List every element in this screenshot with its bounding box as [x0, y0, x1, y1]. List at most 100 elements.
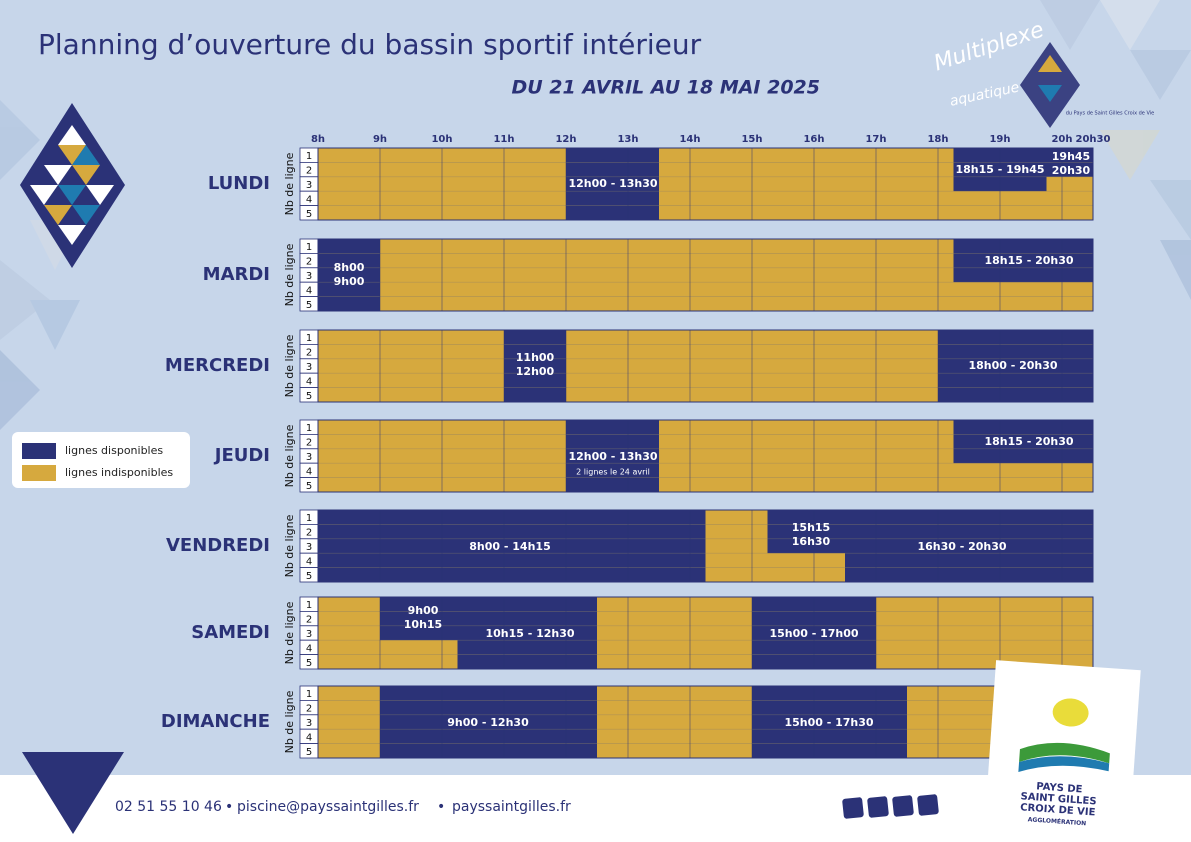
line-number: 1	[306, 600, 312, 611]
separator: •	[437, 799, 445, 815]
line-axis-label: Nb de ligne	[283, 152, 296, 215]
line-number: 1	[306, 333, 312, 344]
line-number: 3	[306, 180, 312, 191]
legend-swatch	[22, 465, 56, 481]
hour-label: 14h	[679, 134, 700, 145]
line-number: 2	[306, 348, 312, 359]
day-name: SAMEDI	[191, 622, 270, 643]
day-row: JEUDI Nb de ligne 1 2 3 4 5 12h00 - 13h30 2 lign…	[213, 419, 1094, 493]
hour-label: 18h	[927, 134, 948, 145]
email: piscine@payssaintgilles.fr	[237, 799, 419, 815]
line-number: 2	[306, 257, 312, 268]
facebook-icon[interactable]	[867, 796, 889, 818]
hour-label: 20h30	[1076, 134, 1111, 145]
line-number: 5	[306, 391, 312, 402]
slot-label: 19h45	[1052, 150, 1090, 163]
slot-label: 18h15 - 20h30	[984, 435, 1073, 448]
day-row: DIMANCHE Nb de ligne 1 2 3 4 5 9h00 - 12h30 15h0…	[161, 685, 1094, 759]
hour-label: 19h	[989, 134, 1010, 145]
available-block	[752, 686, 907, 758]
line-number: 2	[306, 615, 312, 626]
available-block	[318, 239, 380, 311]
line-number: 5	[306, 300, 312, 311]
hour-label: 17h	[865, 134, 886, 145]
day-border	[317, 238, 1094, 312]
slot-label: 15h00 - 17h30	[784, 716, 873, 729]
phone: 02 51 55 10 46	[115, 799, 222, 815]
slot-label: 8h00	[334, 261, 365, 274]
youtube-icon[interactable]	[842, 797, 864, 819]
line-axis-label: Nb de ligne	[283, 514, 296, 577]
instagram-icon[interactable]	[917, 794, 939, 816]
line-number: 2	[306, 438, 312, 449]
available-block	[457, 597, 597, 669]
line-number: 5	[306, 571, 312, 582]
available-block	[566, 148, 659, 220]
line-number: 4	[306, 643, 312, 654]
available-block	[845, 510, 1093, 582]
line-number: 3	[306, 718, 312, 729]
day-name: VENDREDI	[166, 535, 270, 556]
logo-wave	[1019, 742, 1110, 764]
available-block	[566, 420, 659, 492]
line-number: 5	[306, 747, 312, 758]
legend-swatch	[22, 443, 56, 459]
slot-label: 16h30 - 20h30	[917, 540, 1006, 553]
logo-sun	[1052, 698, 1089, 727]
line-axis-label: Nb de ligne	[283, 601, 296, 664]
line-axis-label: Nb de ligne	[283, 690, 296, 753]
hour-label: 10h	[431, 134, 452, 145]
available-block	[953, 420, 1093, 464]
separator: •	[225, 799, 233, 815]
agglo-name: PAYS DE	[1036, 781, 1083, 795]
hour-label: 12h	[555, 134, 576, 145]
slot-label: 18h15 - 20h30	[984, 254, 1073, 267]
line-axis-label: Nb de ligne	[283, 243, 296, 306]
line-number: 5	[306, 658, 312, 669]
multiplexe-sub: du Pays de Saint Gilles Croix de Vie	[1066, 111, 1155, 117]
legend-label: lignes indisponibles	[65, 466, 173, 479]
subtitle: DU 21 AVRIL AU 18 MAI 2025	[511, 77, 820, 99]
available-block	[938, 330, 1093, 402]
footer-contacts: 02 51 55 10 46 • piscine@payssaintgilles…	[115, 799, 571, 815]
hour-label: 8h	[311, 134, 325, 145]
logo-wave	[1018, 756, 1110, 773]
slot-label: 9h00 - 12h30	[447, 716, 529, 729]
hour-label: 13h	[617, 134, 638, 145]
line-number: 2	[306, 166, 312, 177]
social-icons	[842, 794, 939, 819]
day-name: MARDI	[203, 264, 270, 285]
decor-triangles	[0, 0, 1191, 430]
agglo-name: SAINT GILLES	[1020, 791, 1097, 807]
slot-label: 8h00 - 14h15	[469, 540, 550, 553]
day-name: DIMANCHE	[161, 711, 270, 732]
day-name: MERCREDI	[165, 355, 270, 376]
line-axis-label: Nb de ligne	[283, 424, 296, 487]
slot-label: 15h15	[792, 521, 830, 534]
available-block	[504, 330, 566, 402]
line-number: 3	[306, 362, 312, 373]
day-row: LUNDI Nb de ligne 1 2 3 4 5 12h00 - 13h30 18h15 …	[208, 147, 1094, 221]
day-border	[317, 147, 1094, 221]
day-row: VENDREDI Nb de ligne 1 2 3 4 5 8h00 - 14h15 15h1…	[166, 509, 1094, 583]
line-number: 2	[306, 528, 312, 539]
line-number: 2	[306, 704, 312, 715]
day-border	[317, 329, 1094, 403]
line-number: 4	[306, 732, 312, 743]
day-name: JEUDI	[213, 445, 270, 466]
slot-label: 12h00 - 13h30	[568, 450, 657, 463]
day-border	[317, 509, 1094, 583]
legend-box	[12, 432, 190, 488]
website: payssaintgilles.fr	[452, 799, 571, 815]
line-number: 3	[306, 629, 312, 640]
available-block	[953, 239, 1093, 283]
line-number: 3	[306, 542, 312, 553]
line-number: 4	[306, 376, 312, 387]
linkedin-icon[interactable]	[892, 795, 914, 817]
line-number: 1	[306, 242, 312, 253]
